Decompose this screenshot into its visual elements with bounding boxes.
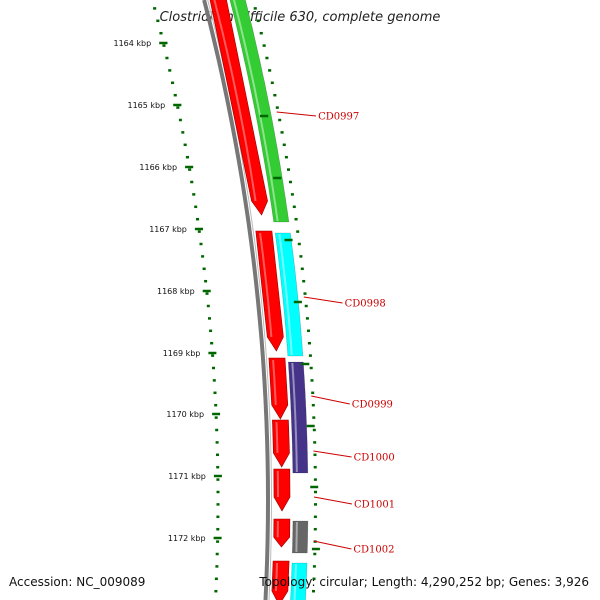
gene-leader-line bbox=[313, 496, 353, 505]
ruler-label: 1171 kbp bbox=[168, 472, 206, 481]
cog-feature-highlight bbox=[293, 563, 297, 600]
gene-label: CD1001 bbox=[354, 500, 395, 511]
cog-layer bbox=[229, 0, 309, 600]
accession-text: Accession: NC_009089 bbox=[9, 575, 146, 589]
gene-label: CD1002 bbox=[353, 545, 394, 556]
ruler-label: 1166 kbp bbox=[139, 163, 177, 172]
cog-feature-highlight bbox=[291, 362, 298, 472]
cog-feature-highlight bbox=[295, 522, 298, 553]
ruler-layer: 1164 kbp 1165 kbp 1166 kbp 1167 kbp 1168 kbp… bbox=[113, 7, 320, 593]
cds-forward-arrow bbox=[273, 468, 291, 512]
cds-forward-arrow bbox=[273, 518, 291, 548]
gene-label: CD0999 bbox=[352, 400, 393, 411]
cog-feature-highlight bbox=[278, 233, 293, 356]
cds-forward-arrow bbox=[272, 419, 290, 468]
ruler-label: 1164 kbp bbox=[113, 39, 151, 48]
cds-forward-arrow bbox=[268, 357, 289, 420]
cds-forward-highlight bbox=[272, 359, 277, 405]
cog-feature bbox=[291, 520, 309, 554]
gene-leader-line bbox=[313, 450, 352, 458]
cog-feature bbox=[274, 232, 304, 357]
ruler-label: 1170 kbp bbox=[166, 410, 204, 419]
ruler-label: 1169 kbp bbox=[163, 349, 201, 358]
ruler-label: 1167 kbp bbox=[149, 225, 187, 234]
gene-leader-line bbox=[303, 296, 343, 304]
ruler-label: 1168 kbp bbox=[157, 287, 195, 296]
cds-forward-highlight bbox=[259, 232, 273, 338]
cds-forward-highlight bbox=[213, 0, 257, 202]
cds-forward-highlight bbox=[275, 422, 279, 453]
gene-leader-line bbox=[276, 111, 317, 117]
gene-leader-line bbox=[313, 540, 352, 550]
ruler-label: 1172 kbp bbox=[168, 534, 206, 543]
gene-label: CD1000 bbox=[354, 453, 395, 464]
ruler-label: 1165 kbp bbox=[127, 101, 165, 110]
cog-feature bbox=[229, 0, 290, 223]
cds-forward-highlight bbox=[274, 563, 278, 592]
cog-feature bbox=[287, 361, 309, 474]
backbone-line bbox=[202, 0, 271, 600]
gene-label: CD0997 bbox=[318, 112, 359, 123]
topology-text: Topology: circular; Length: 4,290,252 bp… bbox=[259, 575, 589, 589]
cog-feature bbox=[290, 562, 308, 600]
gene-label: CD0998 bbox=[345, 299, 386, 310]
cds-layer bbox=[209, 0, 291, 600]
cog-feature-highlight bbox=[232, 0, 279, 222]
gene-label-layer: CD0997 CD0998 CD0999 CD1000 CD1001 CD1002 bbox=[276, 111, 395, 556]
gene-leader-line bbox=[311, 395, 350, 405]
